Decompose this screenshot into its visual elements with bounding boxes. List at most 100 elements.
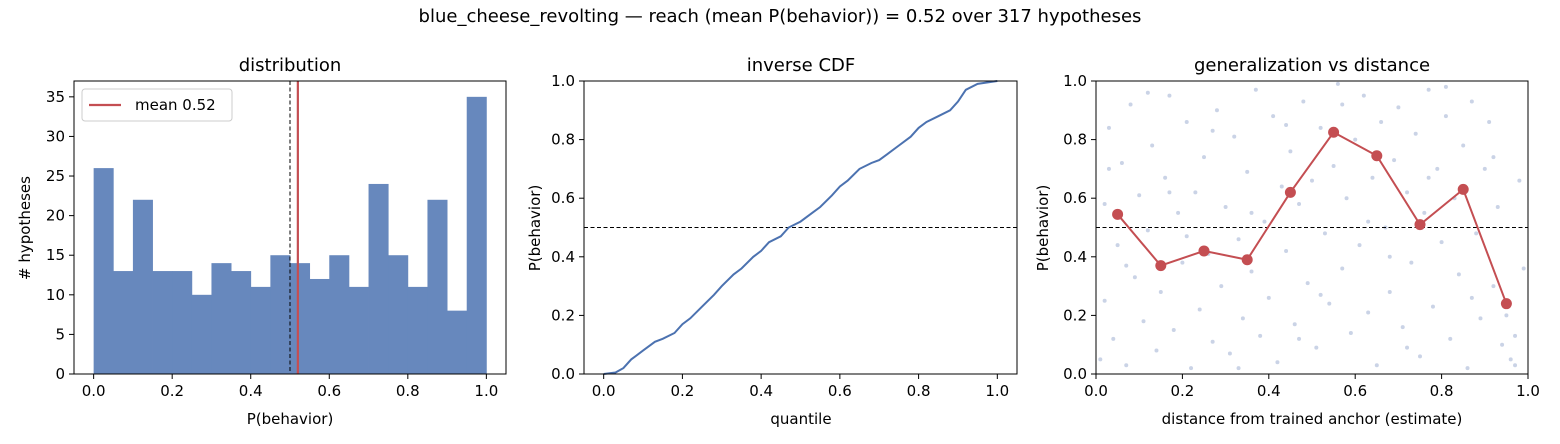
scatter-point: [1426, 87, 1431, 92]
histogram-bar: [447, 310, 468, 374]
histogram-bar: [270, 255, 291, 374]
scatter-point: [1115, 243, 1120, 248]
scatter-point: [1310, 178, 1314, 183]
scatter-point: [1145, 228, 1150, 233]
histogram-bar: [427, 199, 448, 374]
distribution-panel: distribution 0.0 0.2 0.4 0.6 0.8 1.0 0 5 10 15 20…: [16, 55, 507, 428]
histogram-bar: [231, 271, 252, 374]
inverse-cdf-x-ticks: 0.0 0.2 0.4 0.6 0.8 1.0: [592, 374, 1009, 400]
generalization-panel: generalization vs distance 0.0 0.2 0.4 0.6 0…: [1034, 55, 1540, 428]
scatter-point: [1106, 166, 1111, 171]
scatter-point: [1271, 114, 1276, 119]
scatter-point: [1124, 363, 1129, 368]
scatter-point: [1132, 275, 1137, 280]
scatter-point: [1396, 105, 1401, 110]
generalization-x-tick-label: 0.4: [1257, 382, 1281, 400]
scatter-point: [1214, 108, 1219, 113]
scatter-point: [1487, 120, 1492, 125]
scatter-point: [1266, 295, 1271, 300]
histogram-bar: [388, 255, 409, 374]
scatter-point: [1284, 122, 1289, 127]
generalization-x-tick-label: 0.2: [1170, 382, 1194, 400]
histogram-bar: [152, 271, 173, 374]
scatter-point: [1180, 260, 1185, 265]
scatter-point: [1189, 366, 1194, 371]
inverse-cdf-x-tick-label: 0.6: [828, 382, 852, 400]
scatter-point: [1279, 184, 1284, 189]
distribution-y-ticks: 0 5 10 15 20 25 30 35: [46, 88, 74, 383]
scatter-point: [1469, 99, 1474, 104]
inverse-cdf-y-tick-label: 0.8: [551, 131, 575, 149]
scatter-point: [1318, 125, 1323, 130]
scatter-point: [1163, 175, 1168, 180]
scatter-point: [1119, 161, 1124, 166]
inverse-cdf-x-tick-label: 0.4: [749, 382, 773, 400]
histogram-bar: [113, 271, 134, 374]
scatter-point: [1474, 231, 1479, 236]
histogram-bar: [250, 286, 271, 374]
histogram-bar: [132, 199, 153, 374]
scatter-point: [1292, 322, 1297, 327]
scatter-point: [1340, 266, 1345, 271]
distribution-x-ticks: 0.0 0.2 0.4 0.6 0.8 1.0: [82, 374, 498, 400]
scatter-point: [1495, 204, 1500, 209]
scatter-point: [1141, 319, 1146, 324]
scatter-point: [1366, 310, 1371, 315]
binned-mean-marker: [1414, 219, 1426, 231]
scatter-point: [1318, 292, 1323, 297]
scatter-point: [1353, 137, 1358, 142]
scatter-point: [1508, 357, 1513, 362]
scatter-point: [1167, 93, 1172, 98]
scatter-point: [1500, 342, 1505, 347]
histogram-bar: [329, 255, 350, 374]
histogram-bar: [93, 168, 114, 374]
scatter-point: [1102, 202, 1107, 207]
distribution-y-tick-label: 20: [46, 207, 65, 225]
scatter-point: [1340, 102, 1345, 107]
histogram-bar: [407, 286, 428, 374]
generalization-x-ticks: 0.0 0.2 0.4 0.6 0.8 1.0: [1084, 374, 1540, 400]
inverse-cdf-x-tick-label: 0.0: [592, 382, 616, 400]
generalization-y-tick-label: 0.4: [1063, 248, 1087, 266]
scatter-point: [1361, 93, 1366, 98]
distribution-y-tick-label: 35: [46, 88, 65, 106]
scatter-point: [1322, 231, 1327, 236]
scatter-point: [1422, 210, 1427, 215]
scatter-point: [1392, 158, 1397, 163]
distribution-axes-frame: [73, 80, 507, 375]
scatter-point: [1344, 196, 1349, 201]
scatter-point: [1413, 131, 1418, 136]
histogram-bar: [368, 183, 389, 374]
binned-mean-marker: [1457, 183, 1469, 195]
generalization-x-label: distance from trained anchor (estimate): [1162, 410, 1463, 428]
distribution-y-tick-label: 10: [46, 286, 65, 304]
generalization-title: generalization vs distance: [1194, 55, 1430, 76]
scatter-point: [1443, 84, 1448, 89]
scatter-point: [1297, 202, 1302, 207]
scatter-point: [1232, 134, 1237, 139]
inverse-cdf-y-tick-label: 0.4: [551, 248, 575, 266]
distribution-y-label: # hypotheses: [16, 176, 34, 280]
scatter-point: [1176, 210, 1181, 215]
distribution-reference-lines: [289, 81, 299, 374]
scatter-point: [1504, 313, 1509, 318]
generalization-x-tick-label: 0.0: [1084, 382, 1108, 400]
distribution-x-tick-label: 0.4: [239, 382, 263, 400]
scatter-point: [1258, 333, 1263, 338]
scatter-point: [1469, 295, 1474, 300]
histogram-bar: [466, 96, 487, 375]
scatter-point: [1253, 87, 1258, 92]
scatter-point: [1482, 166, 1487, 171]
binned-mean-marker: [1284, 186, 1296, 198]
distribution-x-label: P(behavior): [247, 410, 334, 428]
scatter-point: [1366, 219, 1371, 224]
inverse-cdf-y-tick-label: 1.0: [551, 72, 575, 90]
scatter-point: [1106, 125, 1111, 130]
histogram-bar: [191, 294, 212, 374]
scatter-point: [1400, 325, 1405, 330]
inverse-cdf-y-label: P(behavior): [526, 185, 544, 272]
scatter-point: [1249, 210, 1254, 215]
scatter-point: [1331, 163, 1336, 168]
scatter-point: [1374, 363, 1379, 368]
scatter-point: [1387, 254, 1392, 259]
